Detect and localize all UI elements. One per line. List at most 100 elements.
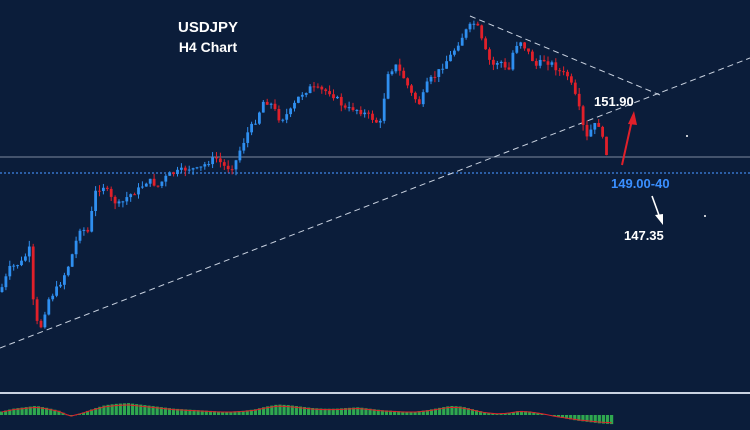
oscillator-bar — [540, 413, 544, 415]
candle-body — [421, 92, 425, 105]
candle-body — [144, 183, 148, 187]
ascending-trendline — [0, 57, 750, 349]
oscillator-bar — [360, 407, 364, 415]
candle-body — [429, 76, 433, 82]
oscillator-bar — [388, 410, 393, 415]
indicator-separator — [0, 392, 750, 394]
candle-body — [503, 61, 507, 68]
oscillator-bar — [257, 408, 262, 415]
candle-body — [219, 158, 222, 163]
oscillator-bar — [425, 410, 429, 415]
candle-body — [234, 160, 238, 170]
oscillator-bar — [131, 403, 135, 415]
candle-body — [265, 101, 269, 105]
candle-body — [281, 119, 285, 121]
oscillator-bar — [393, 410, 397, 415]
candle-body — [172, 172, 175, 175]
candle-body — [8, 265, 12, 277]
oscillator-bar — [421, 410, 425, 415]
oscillator-bar — [573, 415, 577, 421]
candle-body — [562, 71, 565, 73]
oscillator-bar — [212, 411, 217, 415]
candle-body — [98, 190, 101, 192]
oscillator-bar — [204, 410, 208, 415]
arrow-down-icon — [651, 195, 663, 225]
candle-body — [105, 187, 109, 189]
candle-body — [581, 106, 585, 125]
oscillator-bar — [401, 411, 405, 415]
candle-body — [94, 190, 97, 211]
candle-body — [324, 89, 328, 92]
oscillator-bar — [24, 407, 28, 415]
candle-body — [199, 166, 203, 168]
oscillator-bar — [126, 403, 131, 415]
candle-body — [511, 52, 515, 70]
oscillator-bar — [135, 404, 139, 415]
candle-body — [16, 265, 19, 267]
oscillator-bar — [352, 407, 356, 415]
oscillator-bar — [20, 407, 24, 415]
oscillator-bar — [245, 410, 249, 415]
oscillator-bar — [356, 407, 360, 415]
candle-body — [433, 76, 437, 78]
candle-body — [109, 188, 113, 197]
oscillator-bar — [200, 410, 204, 415]
candle-body — [359, 109, 363, 115]
candle-body — [129, 194, 133, 198]
oscillator-bar — [106, 404, 110, 415]
candle-body — [148, 178, 152, 184]
oscillator-bar — [49, 408, 53, 415]
oscillator-bar — [462, 407, 466, 415]
oscillator-bar — [61, 412, 65, 415]
oscillator-bar — [524, 411, 528, 415]
candle-body — [550, 62, 554, 65]
oscillator-bar — [229, 411, 233, 415]
candle-body — [515, 45, 519, 53]
candle-body — [332, 94, 335, 99]
candle-body — [55, 286, 58, 296]
candle-body — [27, 246, 31, 257]
oscillator-bar — [253, 409, 258, 415]
oscillator-bar — [233, 411, 237, 415]
candle-body — [507, 67, 511, 70]
candle-body — [472, 23, 476, 25]
candle-body — [577, 93, 581, 107]
candle-body — [277, 109, 281, 121]
oscillator-bar — [470, 409, 475, 415]
candle-body — [437, 69, 441, 77]
oscillator-bar — [511, 411, 515, 415]
oscillator-bar — [429, 409, 434, 415]
candle-body — [339, 96, 343, 106]
candle-body — [133, 194, 136, 196]
oscillator-bar — [16, 408, 20, 415]
oscillator-bar — [347, 407, 352, 415]
oscillator-bar — [208, 410, 212, 415]
oscillator-bar — [433, 408, 438, 415]
candle-body — [460, 37, 464, 46]
candle-body — [47, 299, 51, 315]
candle-body — [63, 275, 66, 285]
oscillator-bar — [122, 403, 127, 415]
candle-body — [394, 64, 398, 72]
oscillator-bar — [589, 415, 593, 423]
candle-body — [191, 168, 195, 170]
oscillator-bar — [474, 410, 479, 415]
candle-body — [20, 260, 23, 266]
candle-body — [488, 49, 491, 60]
oscillator-bar — [188, 409, 192, 415]
oscillator-bar — [241, 410, 245, 415]
oscillator-bar — [487, 412, 491, 415]
oscillator-bar — [405, 411, 409, 415]
candle-body — [297, 96, 300, 103]
candle-body — [484, 38, 487, 50]
oscillator-bar — [139, 404, 143, 415]
candle-body — [261, 101, 265, 113]
oscillator-bar — [380, 410, 384, 415]
candle-body — [39, 320, 43, 328]
candle-body — [534, 61, 538, 66]
candle-body — [125, 197, 129, 202]
candle-body — [269, 103, 273, 105]
candle-body — [285, 114, 289, 120]
oscillator-bar — [372, 409, 376, 415]
candle-body — [589, 129, 593, 137]
